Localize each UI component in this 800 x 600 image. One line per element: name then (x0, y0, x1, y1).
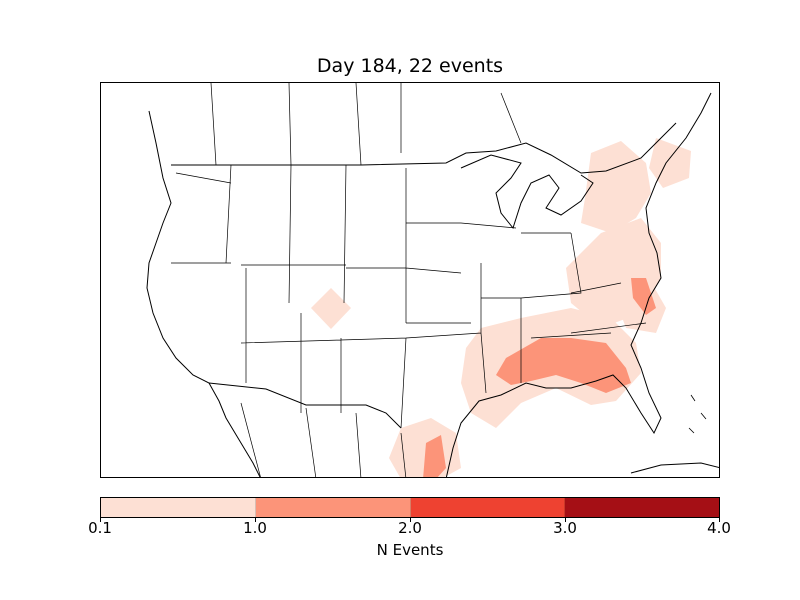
colorbar-tick-label: 4.0 (707, 519, 731, 537)
colorbar-tickmark (565, 518, 566, 522)
colorbar (100, 497, 720, 518)
colorbar-label: N Events (376, 541, 444, 559)
density-cell-southeast-medium (496, 338, 631, 393)
colorbar-bin-4 (565, 498, 719, 517)
density-cell-texas-medium (423, 435, 446, 477)
density-cell-colorado (311, 288, 351, 329)
coastline-cuba (630, 462, 719, 474)
colorbar-tickmark (255, 518, 256, 522)
state-lines (171, 164, 647, 429)
density-cell-carolina (631, 278, 656, 315)
mexico-lines (240, 402, 407, 477)
coastline-pacific (146, 110, 261, 477)
colorbar-tickmark (719, 518, 720, 522)
colorbar-tick-label: 2.0 (398, 519, 422, 537)
great-lakes (460, 154, 594, 230)
canada-province-lines (210, 83, 522, 166)
colorbar-tick-label: 0.1 (88, 519, 112, 537)
colorbar-bin-2 (255, 498, 411, 517)
bahamas-islands (688, 394, 707, 434)
colorbar-tick-label: 1.0 (243, 519, 267, 537)
density-cell-northeast (581, 141, 651, 233)
event-density-layer (311, 138, 691, 477)
density-cell-newengland (649, 138, 691, 188)
colorbar-tickmark (410, 518, 411, 522)
coastline-atlantic-gulf (445, 92, 712, 477)
colorbar-tick-label: 3.0 (553, 519, 577, 537)
border-mexico-us (208, 382, 402, 429)
map-panel (100, 82, 720, 478)
map-title: Day 184, 22 events (316, 55, 504, 77)
colorbar-bin-1 (101, 498, 256, 517)
colorbar-bin-3 (410, 498, 566, 517)
colorbar-tickmark (100, 518, 101, 522)
basemap-lines (146, 83, 719, 477)
map-svg (146, 83, 719, 477)
